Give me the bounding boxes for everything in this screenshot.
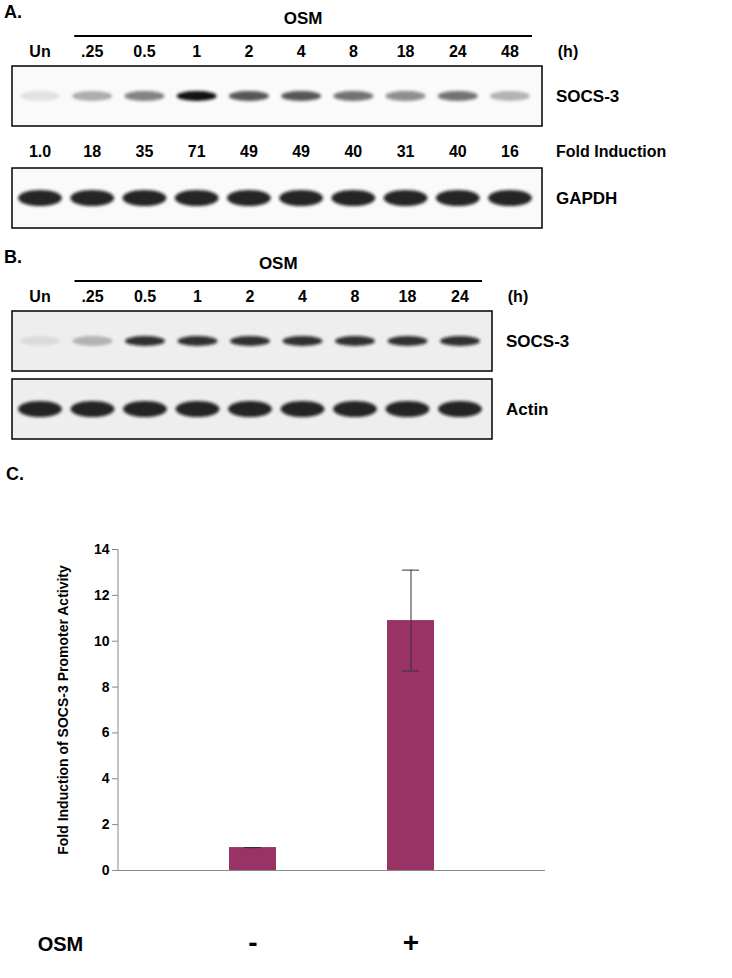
svg-text:40: 40	[344, 143, 362, 160]
svg-text:12: 12	[94, 587, 110, 603]
svg-text:Actin: Actin	[506, 400, 549, 419]
svg-text:0.5: 0.5	[134, 288, 156, 305]
svg-text:.25: .25	[81, 43, 103, 60]
svg-text:35: 35	[136, 143, 154, 160]
svg-text:0.5: 0.5	[133, 43, 155, 60]
svg-text:OSM: OSM	[38, 933, 84, 955]
svg-text:A.: A.	[4, 2, 22, 22]
svg-text:Un: Un	[29, 288, 50, 305]
svg-text:OSM: OSM	[284, 9, 323, 28]
svg-text:48: 48	[501, 43, 519, 60]
svg-text:Un: Un	[29, 43, 50, 60]
svg-text:(h): (h)	[558, 43, 578, 60]
svg-text:.25: .25	[81, 288, 103, 305]
svg-text:SOCS-3: SOCS-3	[556, 87, 619, 106]
svg-text:1.0: 1.0	[29, 143, 51, 160]
html-text:C.: C.	[6, 464, 24, 484]
svg-text:GAPDH: GAPDH	[556, 189, 617, 208]
svg-text:4: 4	[297, 43, 306, 60]
svg-text:71: 71	[188, 143, 206, 160]
svg-text:1: 1	[193, 288, 202, 305]
svg-text:0: 0	[102, 862, 110, 878]
svg-text:B.: B.	[4, 247, 22, 267]
svg-text:-: -	[248, 927, 257, 958]
svg-text:8: 8	[102, 679, 110, 695]
svg-text:18: 18	[397, 43, 415, 60]
svg-text:4: 4	[102, 770, 110, 786]
svg-text:4: 4	[298, 288, 307, 305]
svg-text:49: 49	[292, 143, 310, 160]
svg-text:18: 18	[399, 288, 417, 305]
svg-text:1: 1	[192, 43, 201, 60]
svg-text:31: 31	[397, 143, 415, 160]
svg-text:24: 24	[449, 43, 467, 60]
svg-text:8: 8	[349, 43, 358, 60]
svg-text:49: 49	[240, 143, 258, 160]
svg-text:40: 40	[449, 143, 467, 160]
svg-text:2: 2	[102, 816, 110, 832]
svg-text:OSM: OSM	[259, 254, 298, 273]
svg-text:24: 24	[451, 288, 469, 305]
svg-text:18: 18	[83, 143, 101, 160]
svg-text:(h): (h)	[508, 288, 528, 305]
svg-text:Fold Induction of SOCS-3 Promo: Fold Induction of SOCS-3 Promoter Activi…	[55, 565, 71, 855]
svg-text:2: 2	[244, 43, 253, 60]
svg-text:16: 16	[501, 143, 519, 160]
svg-text:Fold Induction: Fold Induction	[556, 143, 666, 160]
svg-text:+: +	[403, 927, 419, 958]
svg-text:14: 14	[94, 541, 110, 557]
svg-text:10: 10	[94, 633, 110, 649]
svg-text:SOCS-3: SOCS-3	[506, 332, 569, 351]
svg-text:8: 8	[351, 288, 360, 305]
svg-text:2: 2	[246, 288, 255, 305]
svg-text:6: 6	[102, 724, 110, 740]
